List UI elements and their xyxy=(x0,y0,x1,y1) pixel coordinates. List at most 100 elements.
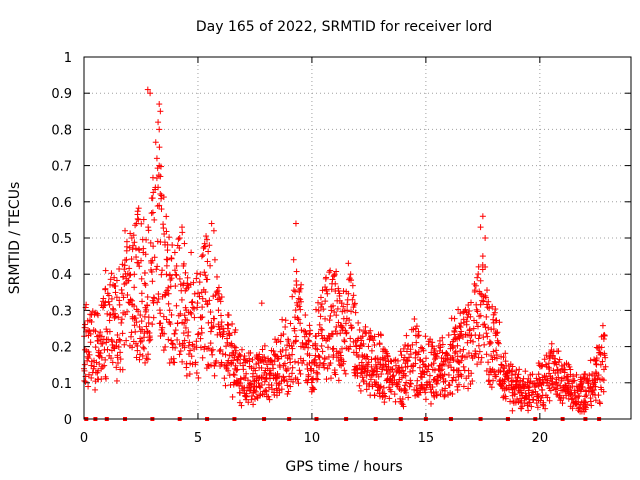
data-point xyxy=(141,345,148,352)
data-point xyxy=(394,357,401,364)
data-point xyxy=(297,298,304,305)
data-point xyxy=(188,299,195,306)
data-point xyxy=(193,338,200,345)
data-point xyxy=(434,377,441,384)
data-point xyxy=(332,371,339,378)
peak-point xyxy=(156,202,163,209)
data-point xyxy=(482,324,489,331)
data-point xyxy=(170,341,177,348)
data-point xyxy=(342,370,349,377)
y-tick-label: 0.4 xyxy=(51,268,72,283)
data-point xyxy=(364,367,371,374)
data-point xyxy=(428,400,435,407)
data-point xyxy=(108,295,115,302)
data-point xyxy=(485,298,492,305)
data-point xyxy=(266,396,273,403)
data-point xyxy=(176,351,183,358)
data-point xyxy=(126,244,133,251)
data-point xyxy=(232,344,239,351)
data-point xyxy=(114,359,121,366)
x-tick-label: 10 xyxy=(304,431,321,446)
data-point xyxy=(460,346,467,353)
data-point xyxy=(483,313,490,320)
data-point xyxy=(121,341,128,348)
data-point xyxy=(191,314,198,321)
data-point xyxy=(345,346,352,353)
data-point xyxy=(300,357,307,364)
data-point xyxy=(297,320,304,327)
data-point xyxy=(573,371,580,378)
peak-point xyxy=(179,224,186,231)
data-point xyxy=(144,356,151,363)
data-point xyxy=(157,320,164,327)
data-point xyxy=(486,305,493,312)
data-point xyxy=(107,355,114,362)
data-point xyxy=(136,263,143,270)
data-point xyxy=(362,323,369,330)
peak-point xyxy=(347,271,354,278)
data-point xyxy=(376,341,383,348)
data-point xyxy=(193,275,200,282)
data-point xyxy=(129,344,136,351)
data-point xyxy=(248,396,255,403)
data-point xyxy=(191,290,198,297)
data-point xyxy=(320,306,327,313)
data-point xyxy=(289,345,296,352)
data-point xyxy=(398,352,405,359)
data-point xyxy=(579,383,586,390)
data-point xyxy=(371,341,378,348)
data-point xyxy=(102,356,109,363)
data-point xyxy=(377,331,384,338)
data-point xyxy=(96,332,103,339)
data-point xyxy=(332,280,339,287)
data-point xyxy=(347,343,354,350)
data-point xyxy=(136,356,143,363)
data-point xyxy=(441,371,448,378)
data-point xyxy=(442,385,449,392)
data-point xyxy=(600,377,607,384)
data-point xyxy=(216,295,223,302)
y-tick-label: 0.9 xyxy=(51,87,72,102)
data-point xyxy=(401,385,408,392)
data-point xyxy=(500,354,507,361)
data-point xyxy=(281,376,288,383)
y-tick-label: 0.7 xyxy=(51,160,72,175)
data-point xyxy=(284,365,291,372)
data-point xyxy=(542,376,549,383)
data-point xyxy=(270,365,277,372)
data-point xyxy=(317,294,324,301)
data-point xyxy=(451,315,458,322)
data-point xyxy=(148,268,155,275)
data-point xyxy=(491,309,498,316)
data-point xyxy=(477,301,484,308)
data-point xyxy=(400,345,407,352)
data-point xyxy=(546,397,553,404)
data-point xyxy=(475,271,482,278)
data-point xyxy=(296,303,303,310)
data-point xyxy=(105,292,112,299)
data-point xyxy=(165,336,172,343)
data-point xyxy=(117,349,124,356)
data-point xyxy=(171,267,178,274)
data-point xyxy=(375,373,382,380)
data-point xyxy=(396,369,403,376)
data-point xyxy=(128,256,135,263)
data-point xyxy=(491,368,498,375)
data-point xyxy=(249,392,256,399)
data-point xyxy=(378,371,385,378)
peak-point xyxy=(292,220,299,227)
data-point xyxy=(493,373,500,380)
data-point xyxy=(88,318,95,325)
data-point xyxy=(367,327,374,334)
data-point xyxy=(482,294,489,301)
x-tick-label: 5 xyxy=(194,431,202,446)
data-point xyxy=(151,254,158,261)
data-point xyxy=(138,257,145,264)
data-point xyxy=(211,256,218,263)
y-tick-label: 0.5 xyxy=(51,232,72,247)
data-point xyxy=(209,346,216,353)
data-point xyxy=(184,317,191,324)
data-point xyxy=(216,348,223,355)
data-point xyxy=(465,350,472,357)
data-point xyxy=(111,274,118,281)
